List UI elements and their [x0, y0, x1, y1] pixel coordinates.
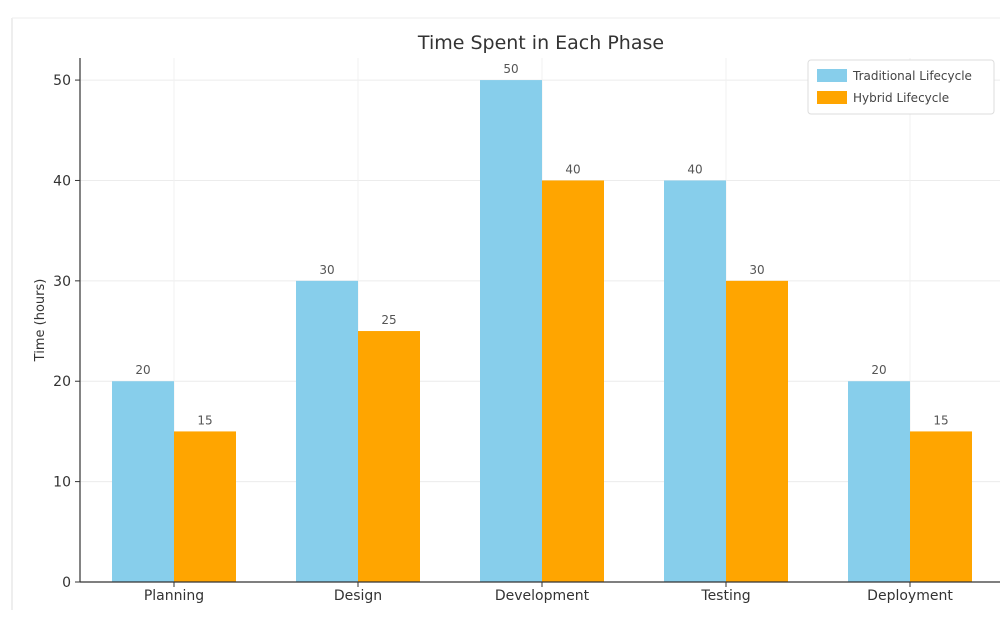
x-tick-label: Development — [495, 588, 590, 604]
bars — [112, 80, 972, 583]
bar-traditional-deployment — [848, 381, 910, 582]
legend-box — [807, 59, 995, 115]
bar-traditional-design — [296, 280, 358, 582]
axes — [79, 58, 1000, 583]
y-tick-label: 50 — [53, 73, 71, 89]
bar-value-label: 30 — [319, 263, 334, 277]
x-tick-label: Testing — [700, 588, 750, 604]
bar-value-label: 15 — [933, 413, 948, 427]
y-ticks: 0 10 20 30 40 50 — [53, 73, 80, 591]
legend-label-traditional: Traditional Lifecycle — [852, 69, 972, 83]
bar-value-label: 20 — [871, 363, 886, 377]
bar-value-label: 30 — [749, 263, 764, 277]
y-tick-label: 40 — [53, 173, 71, 189]
bar-value-label: 15 — [197, 413, 212, 427]
bar-traditional-development — [480, 80, 542, 583]
bar-hybrid-testing — [726, 280, 788, 582]
y-tick-label: 0 — [62, 575, 71, 591]
x-tick-label: Deployment — [867, 588, 953, 604]
bar-hybrid-design — [358, 331, 420, 582]
legend-swatch-hybrid — [817, 91, 847, 104]
legend: Traditional Lifecycle Hybrid Lifecycle — [807, 59, 995, 115]
bar-value-label: 25 — [381, 313, 396, 327]
bar-hybrid-deployment — [910, 431, 972, 582]
x-tick-label: Planning — [144, 588, 204, 604]
data-labels: 20 30 50 40 20 15 25 40 30 15 — [135, 62, 948, 427]
bar-value-label: 50 — [503, 62, 518, 76]
bar-hybrid-planning — [174, 431, 236, 582]
y-axis-label: Time (hours) — [33, 279, 48, 363]
x-tick-label: Design — [334, 588, 382, 604]
x-ticks: Planning Design Development Testing Deployme… — [144, 582, 953, 604]
y-tick-label: 30 — [53, 274, 71, 290]
bar-traditional-planning — [112, 381, 174, 582]
bar-hybrid-development — [542, 180, 604, 582]
legend-swatch-traditional — [817, 69, 847, 82]
bar-value-label: 40 — [565, 162, 580, 176]
bar-value-label: 20 — [135, 363, 150, 377]
chart-title: Time Spent in Each Phase — [417, 32, 664, 54]
bar-traditional-testing — [664, 180, 726, 582]
legend-label-hybrid: Hybrid Lifecycle — [853, 91, 949, 105]
bar-value-label: 40 — [687, 162, 702, 176]
y-tick-label: 20 — [53, 374, 71, 390]
y-tick-label: 10 — [53, 475, 71, 491]
